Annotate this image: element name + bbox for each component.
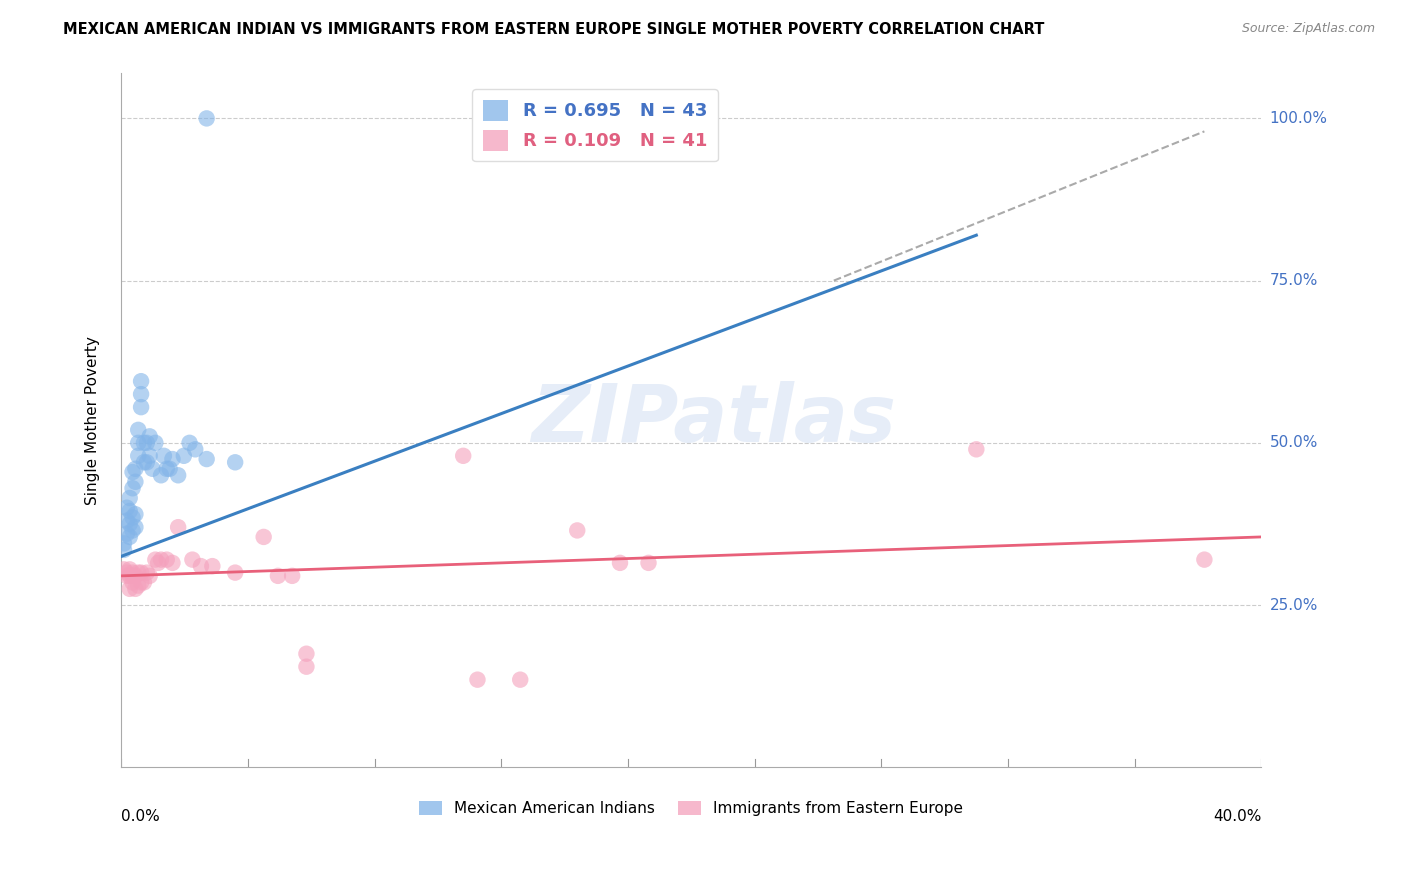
Text: 40.0%: 40.0% bbox=[1213, 809, 1261, 824]
Point bbox=[121, 524, 143, 538]
Point bbox=[509, 673, 531, 687]
Point bbox=[127, 449, 149, 463]
Point bbox=[124, 569, 146, 583]
Point bbox=[138, 449, 160, 463]
Text: 50.0%: 50.0% bbox=[1270, 435, 1317, 450]
Text: ZIPatlas: ZIPatlas bbox=[531, 381, 897, 459]
Text: Source: ZipAtlas.com: Source: ZipAtlas.com bbox=[1241, 22, 1375, 36]
Point bbox=[195, 452, 218, 467]
Point bbox=[129, 575, 152, 590]
Point bbox=[118, 530, 141, 544]
Point bbox=[159, 462, 181, 476]
Point bbox=[295, 647, 318, 661]
Legend: Mexican American Indians, Immigrants from Eastern Europe: Mexican American Indians, Immigrants fro… bbox=[413, 795, 969, 822]
Text: 25.0%: 25.0% bbox=[1270, 598, 1317, 613]
Point bbox=[162, 452, 184, 467]
Point bbox=[179, 435, 201, 450]
Point bbox=[167, 468, 190, 483]
Point bbox=[148, 556, 170, 570]
Point bbox=[637, 556, 659, 570]
Point bbox=[167, 520, 190, 534]
Point bbox=[127, 566, 149, 580]
Point bbox=[118, 562, 141, 576]
Point bbox=[138, 569, 160, 583]
Point bbox=[129, 566, 152, 580]
Point bbox=[224, 455, 246, 469]
Point bbox=[121, 510, 143, 524]
Point bbox=[115, 514, 138, 528]
Point bbox=[138, 429, 160, 443]
Point bbox=[115, 526, 138, 541]
Point bbox=[1194, 552, 1216, 566]
Point bbox=[173, 449, 195, 463]
Point bbox=[150, 468, 173, 483]
Point bbox=[118, 504, 141, 518]
Point bbox=[141, 462, 163, 476]
Point bbox=[567, 524, 589, 538]
Point bbox=[156, 462, 179, 476]
Point bbox=[115, 566, 138, 580]
Point bbox=[143, 552, 166, 566]
Point bbox=[115, 500, 138, 515]
Point bbox=[124, 520, 146, 534]
Point bbox=[467, 673, 489, 687]
Point bbox=[965, 442, 987, 457]
Point bbox=[451, 449, 474, 463]
Point bbox=[129, 400, 152, 414]
Point bbox=[124, 462, 146, 476]
Point bbox=[609, 556, 631, 570]
Point bbox=[181, 552, 204, 566]
Point bbox=[118, 582, 141, 596]
Point bbox=[127, 423, 149, 437]
Point bbox=[121, 465, 143, 479]
Point bbox=[118, 516, 141, 531]
Point bbox=[224, 566, 246, 580]
Point bbox=[112, 562, 135, 576]
Point bbox=[184, 442, 207, 457]
Point bbox=[253, 530, 276, 544]
Text: 75.0%: 75.0% bbox=[1270, 273, 1317, 288]
Text: 100.0%: 100.0% bbox=[1270, 111, 1327, 126]
Point bbox=[127, 435, 149, 450]
Point bbox=[124, 582, 146, 596]
Point bbox=[127, 578, 149, 592]
Point bbox=[132, 455, 155, 469]
Point bbox=[201, 559, 224, 574]
Point bbox=[121, 575, 143, 590]
Point bbox=[115, 569, 138, 583]
Text: 0.0%: 0.0% bbox=[121, 809, 160, 824]
Point bbox=[129, 387, 152, 401]
Point bbox=[112, 536, 135, 550]
Point bbox=[153, 449, 176, 463]
Point bbox=[129, 374, 152, 388]
Point bbox=[118, 569, 141, 583]
Text: MEXICAN AMERICAN INDIAN VS IMMIGRANTS FROM EASTERN EUROPE SINGLE MOTHER POVERTY : MEXICAN AMERICAN INDIAN VS IMMIGRANTS FR… bbox=[63, 22, 1045, 37]
Point bbox=[132, 435, 155, 450]
Point bbox=[124, 475, 146, 489]
Point bbox=[132, 575, 155, 590]
Point bbox=[124, 507, 146, 521]
Point bbox=[121, 481, 143, 495]
Point bbox=[295, 659, 318, 673]
Point bbox=[143, 435, 166, 450]
Point bbox=[150, 552, 173, 566]
Point bbox=[267, 569, 290, 583]
Point bbox=[195, 112, 218, 126]
Point bbox=[112, 542, 135, 557]
Point bbox=[135, 455, 157, 469]
Point bbox=[135, 435, 157, 450]
Y-axis label: Single Mother Poverty: Single Mother Poverty bbox=[86, 335, 100, 505]
Point bbox=[281, 569, 304, 583]
Point bbox=[135, 566, 157, 580]
Point bbox=[156, 552, 179, 566]
Point bbox=[121, 569, 143, 583]
Point bbox=[190, 559, 212, 574]
Point bbox=[162, 556, 184, 570]
Point bbox=[118, 491, 141, 505]
Point bbox=[121, 566, 143, 580]
